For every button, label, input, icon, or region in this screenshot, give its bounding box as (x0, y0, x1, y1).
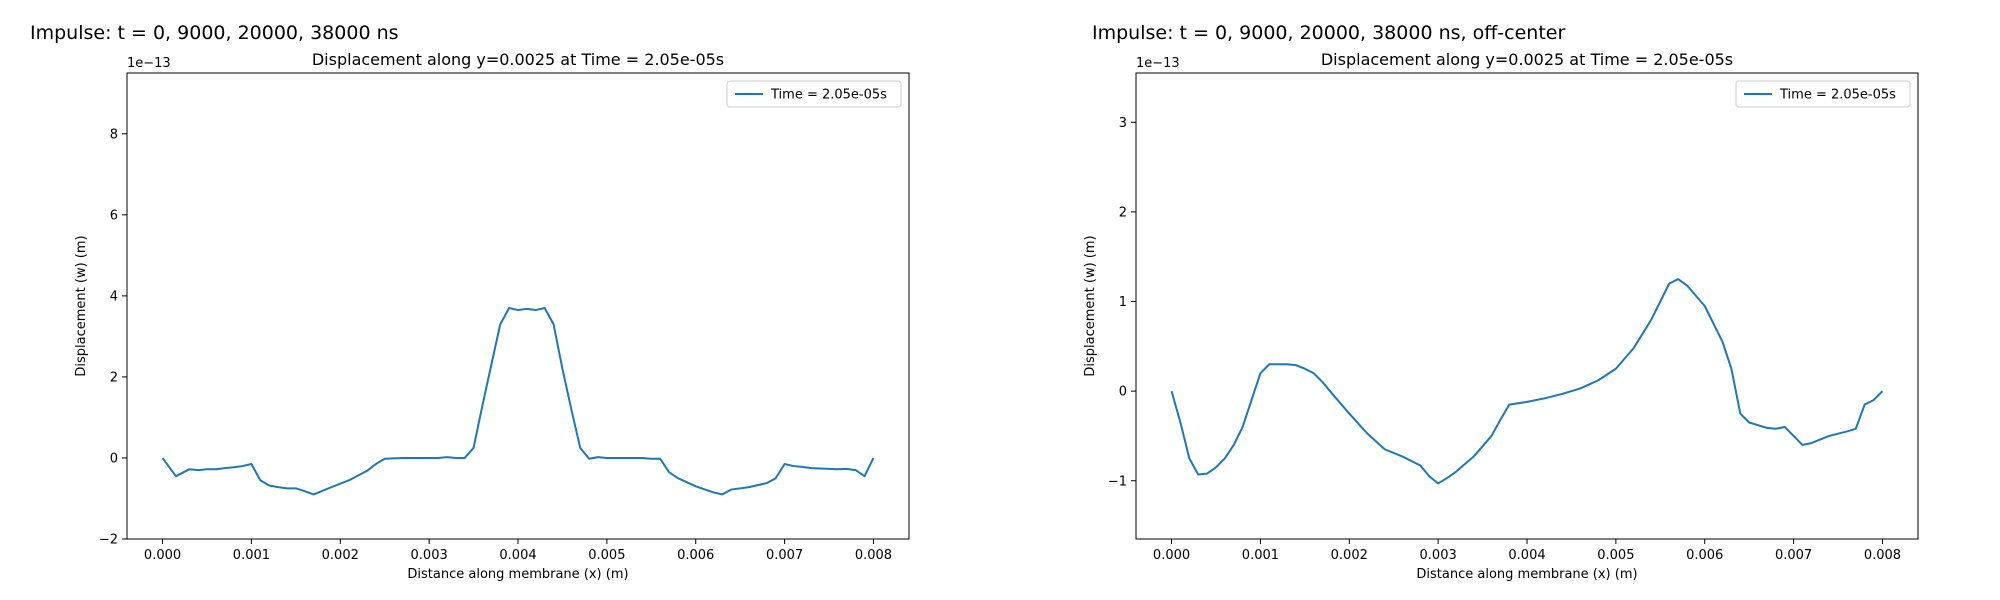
y-axis-label: Displacement (w) (m) (1083, 235, 1098, 376)
legend-label: Time = 2.05e-05s (1779, 88, 1896, 103)
y-axis-multiplier: 1e−13 (1136, 56, 1180, 71)
x-tick-label: 0.000 (1153, 548, 1190, 563)
legend-box (1735, 80, 1911, 108)
x-tick-label: 0.006 (1686, 548, 1723, 563)
x-tick-label: 0.006 (677, 548, 714, 563)
y-tick-label: 8 (110, 127, 118, 142)
x-tick-label: 0.002 (322, 548, 359, 563)
plot-frame (126, 72, 910, 540)
y-tick-label: 2 (110, 370, 118, 385)
x-tick-label: 0.005 (588, 548, 625, 563)
x-tick-label: 0.001 (1242, 548, 1279, 563)
legend-label: Time = 2.05e-05s (770, 88, 887, 103)
x-tick-label: 0.003 (411, 548, 448, 563)
y-tick-label: 4 (110, 289, 118, 304)
y-tick-label: 6 (110, 208, 118, 223)
chart-title: Displacement along y=0.0025 at Time = 2.… (1321, 50, 1733, 69)
x-axis-label: Distance along membrane (x) (m) (407, 567, 628, 582)
series-line (1170, 278, 1884, 485)
x-tick-label: 0.004 (1508, 548, 1545, 563)
chart-1: Displacement along y=0.0025 at Time = 2.… (74, 50, 910, 582)
y-tick-label: −2 (99, 533, 118, 548)
legend: Time = 2.05e-05s (1735, 80, 1911, 108)
y-tick-label: 1 (1119, 295, 1127, 310)
x-tick-label: 0.007 (1775, 548, 1812, 563)
x-tick-label: 0.000 (144, 548, 181, 563)
y-axis-label: Displacement (w) (m) (74, 235, 89, 376)
y-tick-label: 0 (110, 451, 118, 466)
y-axis-multiplier: 1e−13 (127, 56, 171, 71)
y-tick-label: 2 (1119, 205, 1127, 220)
x-tick-label: 0.008 (855, 548, 892, 563)
y-tick-label: 3 (1119, 116, 1127, 131)
x-tick-label: 0.002 (1331, 548, 1368, 563)
x-tick-label: 0.007 (766, 548, 803, 563)
x-tick-label: 0.001 (233, 548, 270, 563)
plot-frame (1135, 72, 1919, 540)
panel-left: Impulse: t = 0, 9000, 20000, 38000 ns (30, 22, 399, 44)
y-tick-label: 0 (1119, 385, 1127, 400)
chart-2: Displacement along y=0.0025 at Time = 2.… (1083, 50, 1919, 582)
x-axis-label: Distance along membrane (x) (m) (1416, 567, 1637, 582)
legend: Time = 2.05e-05s (726, 80, 902, 108)
x-tick-label: 0.008 (1864, 548, 1901, 563)
panel-right: Impulse: t = 0, 9000, 20000, 38000 ns, o… (1092, 22, 1565, 44)
y-tick-label: −1 (1108, 474, 1127, 489)
x-tick-label: 0.003 (1420, 548, 1457, 563)
x-tick-label: 0.004 (499, 548, 536, 563)
panel-heading: Impulse: t = 0, 9000, 20000, 38000 ns (30, 22, 399, 44)
series-line (161, 307, 875, 496)
x-tick-label: 0.005 (1597, 548, 1634, 563)
chart-title: Displacement along y=0.0025 at Time = 2.… (312, 50, 724, 69)
legend-box (726, 80, 902, 108)
panel-heading: Impulse: t = 0, 9000, 20000, 38000 ns, o… (1092, 22, 1565, 44)
